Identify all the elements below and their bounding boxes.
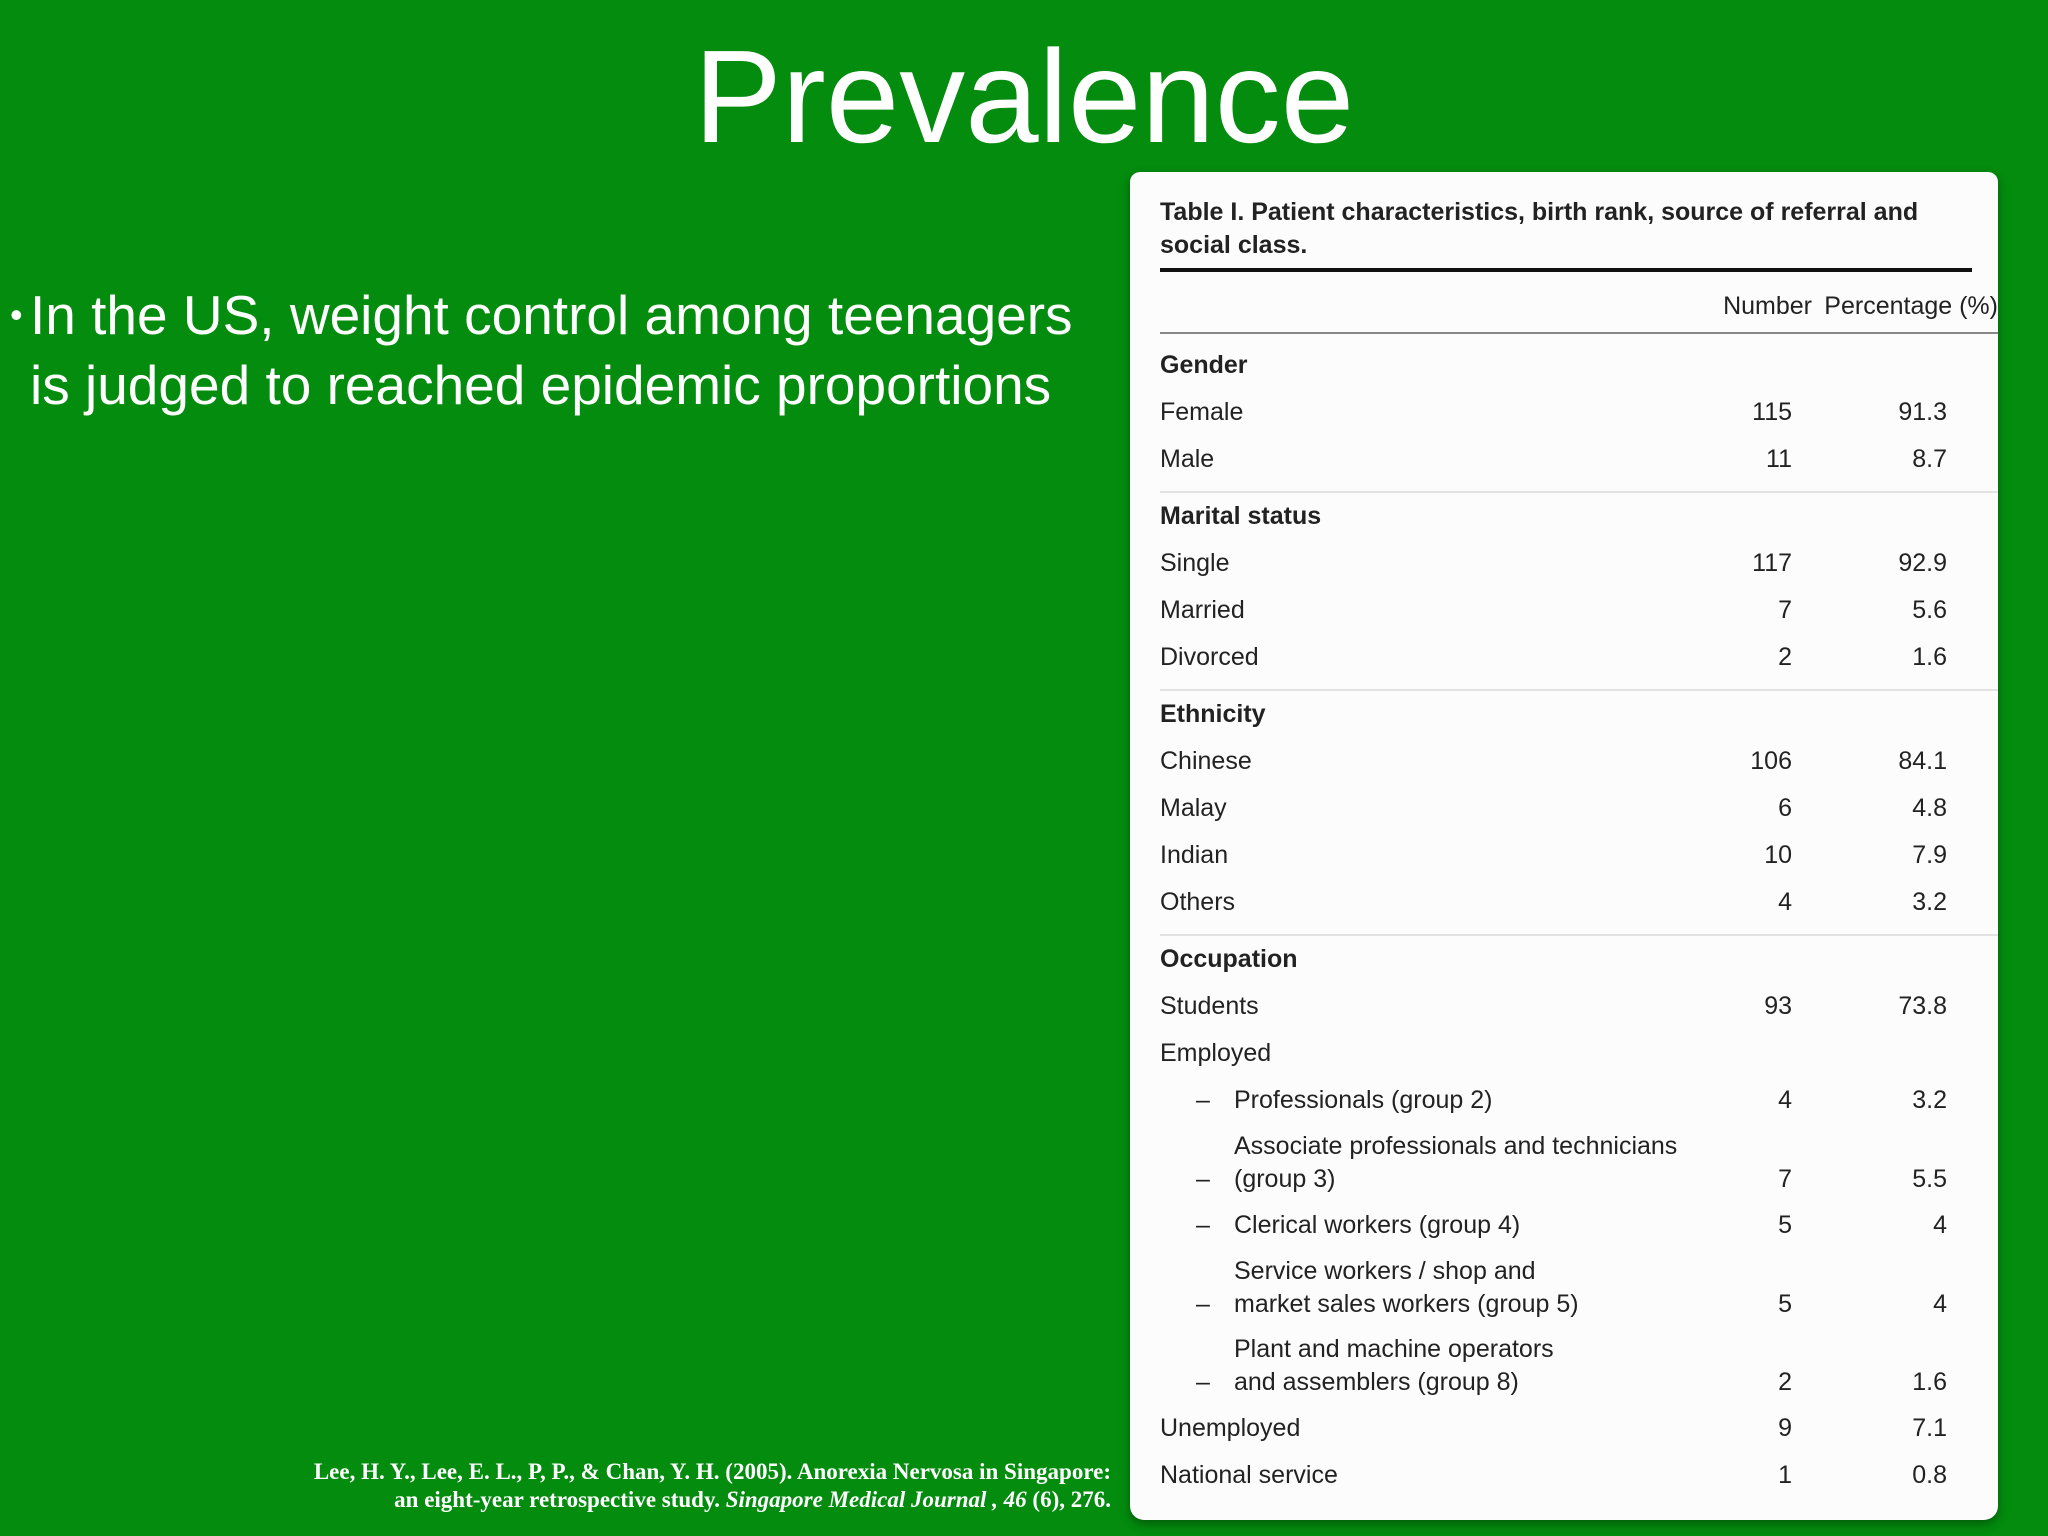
table-row: Employed [1160, 1030, 1998, 1077]
cell-percentage: 84.1 [1898, 747, 1947, 775]
cell-number: 5 [1778, 1290, 1792, 1318]
section-heading: Marital status [1160, 491, 1998, 540]
cell-percentage: 4.8 [1912, 794, 1947, 822]
section-heading: Gender [1160, 351, 1248, 379]
slide-title: Prevalence [693, 23, 1355, 170]
table-caption: Table I. Patient characteristics, birth … [1160, 196, 1972, 272]
cell-percentage: 5.6 [1912, 596, 1947, 624]
cell-percentage: 3.2 [1912, 1086, 1947, 1114]
cell-percentage: 7.9 [1912, 841, 1947, 869]
cell-number: 115 [1752, 398, 1792, 426]
cell-percentage: 92.9 [1898, 549, 1947, 577]
row-label: Male [1160, 445, 1215, 473]
row-label: Chinese [1160, 747, 1252, 775]
row-label-line: Associate professionals and technicians [1234, 1132, 1678, 1160]
row-label: Divorced [1160, 643, 1259, 671]
table-row: Malay 6 4.8 [1160, 785, 1998, 832]
row-label: Malay [1160, 794, 1227, 822]
table: Table I. Patient characteristics, birth … [1160, 196, 1998, 1499]
cell-number: 5 [1778, 1211, 1792, 1239]
row-label: Unemployed [1160, 1414, 1301, 1442]
cell-number: 10 [1764, 841, 1792, 869]
table-row: Indian 10 7.9 [1160, 832, 1998, 879]
citation: Lee, H. Y., Lee, E. L., P, P., & Chan, Y… [314, 1458, 1111, 1514]
column-header: Percentage (%) [1824, 291, 1998, 320]
row-label: Single [1160, 549, 1230, 577]
column-header: Number [1723, 291, 1812, 320]
section-heading: Ethnicity [1160, 689, 1998, 738]
cell-percentage: 4 [1933, 1211, 1947, 1239]
cell-percentage: 73.8 [1898, 992, 1947, 1020]
citation-text: (6), 276. [1026, 1487, 1111, 1512]
bullet: In the US, weight control among teenager… [10, 280, 1090, 420]
cell-percentage: 1.6 [1912, 643, 1947, 671]
table-row: Chinese 106 84.1 [1160, 738, 1998, 785]
table-row: Associate professionals and technicians (… [1160, 1124, 1998, 1202]
citation-line: Lee, H. Y., Lee, E. L., P, P., & Chan, Y… [313, 1459, 1111, 1484]
table-row: Service workers / shop and market sales w… [1160, 1249, 1998, 1327]
table-row: National service 1 0.8 [1160, 1452, 1998, 1499]
cell-number: 11 [1766, 445, 1792, 473]
cell-number: 4 [1778, 888, 1792, 916]
row-label: Indian [1160, 841, 1229, 869]
table-card: Table I. Patient characteristics, birth … [1130, 172, 1998, 1520]
row-label: Associate professionals and technicians (… [1160, 1130, 1998, 1196]
row-label-line: and assemblers (group 8) [1234, 1368, 1519, 1396]
row-label: Female [1160, 398, 1244, 426]
table-row: Female 115 91.3 [1160, 389, 1998, 436]
cell-percentage: 1.6 [1912, 1368, 1947, 1396]
row-label: Service workers / shop and market sales w… [1160, 1255, 1998, 1321]
cell-number: 4 [1778, 1086, 1792, 1114]
table-row: Others 4 3.2 [1160, 879, 1998, 926]
cell-percentage: 91.3 [1898, 398, 1947, 426]
cell-number: 7 [1778, 1165, 1792, 1193]
cell-number: 6 [1778, 794, 1792, 822]
citation-text: an eight-year retrospective study. [394, 1487, 726, 1512]
row-label: Professionals (group 2) [1160, 1086, 1998, 1115]
table-row: Plant and machine operators and assembler… [1160, 1327, 1998, 1405]
cell-percentage: 3.2 [1912, 888, 1947, 916]
header-row: Number Percentage (%) [1160, 280, 1998, 334]
citation-journal: Singapore Medical Journal , 46 [725, 1487, 1027, 1512]
cell-number: 2 [1778, 643, 1792, 671]
row-label-line: market sales workers (group 5) [1234, 1290, 1579, 1318]
section-heading: Occupation [1160, 934, 1998, 983]
row-label-line: Clerical workers (group 4) [1234, 1211, 1521, 1239]
cell-number: 106 [1750, 747, 1792, 775]
table-row: Students 93 73.8 [1160, 983, 1998, 1030]
row-label: Employed [1160, 1039, 1272, 1067]
citation-line: an eight-year retrospective study. Singa… [314, 1486, 1111, 1514]
row-label: National service [1160, 1461, 1338, 1489]
table-row: Male 11 8.7 [1160, 436, 1998, 483]
table-row: Clerical workers (group 4) 5 4 [1160, 1202, 1998, 1249]
table-row: Unemployed 9 7.1 [1160, 1405, 1998, 1452]
bullet-list: In the US, weight control among teenager… [10, 280, 1090, 420]
cell-percentage: 4 [1933, 1290, 1947, 1318]
row-label: Students [1160, 992, 1259, 1020]
row-label: Clerical workers (group 4) [1160, 1211, 1998, 1240]
table-row: Divorced 2 1.6 [1160, 634, 1998, 681]
table-row: Single 117 92.9 [1160, 540, 1998, 587]
cell-percentage: 8.7 [1912, 445, 1947, 473]
row-label-line: (group 3) [1234, 1165, 1336, 1193]
cell-number: 9 [1778, 1414, 1792, 1442]
cell-percentage: 7.1 [1912, 1414, 1947, 1442]
table-row: Married 7 5.6 [1160, 587, 1998, 634]
table-row: Professionals (group 2) 4 3.2 [1160, 1077, 1998, 1124]
cell-number: 117 [1752, 549, 1792, 577]
cell-number: 1 [1778, 1461, 1792, 1489]
cell-number: 2 [1778, 1368, 1792, 1396]
row-label-line: Plant and machine operators [1234, 1335, 1554, 1363]
row-label: Plant and machine operators and assembler… [1160, 1333, 1998, 1399]
row-label-line: Professionals (group 2) [1234, 1086, 1493, 1114]
row-label-line: Service workers / shop and [1234, 1257, 1536, 1285]
cell-number: 7 [1778, 596, 1792, 624]
cell-percentage: 5.5 [1912, 1165, 1947, 1193]
row-label: Married [1160, 596, 1245, 624]
row-label: Others [1160, 888, 1236, 916]
cell-number: 93 [1764, 992, 1792, 1020]
cell-percentage: 0.8 [1912, 1461, 1947, 1489]
